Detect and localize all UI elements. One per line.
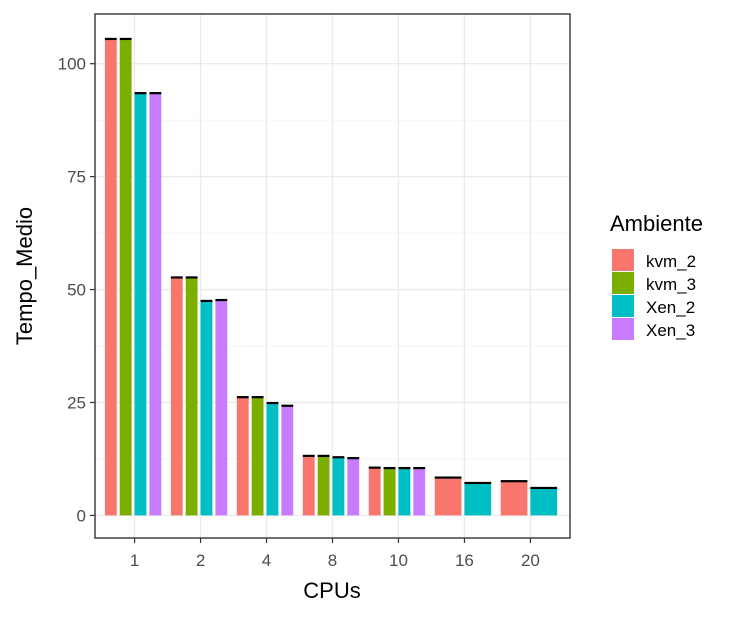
bar-cap-kvm_2-16 [434,476,462,479]
bar-kvm_2-10 [368,467,381,516]
bar-cap-kvm_2-20 [500,480,528,483]
bar-cap-Xen_3-1 [149,92,162,95]
bar-kvm_3-1 [119,38,132,516]
bar-cap-kvm_3-10 [383,466,396,470]
bar-Xen_3-2 [215,299,228,516]
x-tick-label: 8 [328,551,337,570]
legend-key-Xen_3 [612,318,634,340]
bar-cap-Xen_3-4 [281,404,294,407]
bar-cap-Xen_2-1 [134,92,147,95]
legend-label-kvm_3: kvm_3 [646,275,696,294]
bar-kvm_2-8 [302,455,315,516]
bar-cap-kvm_3-2 [185,276,198,279]
bar-kvm_2-20 [500,481,528,516]
y-tick-label: 75 [67,168,86,187]
bar-Xen_2-20 [530,487,558,516]
y-tick-label: 0 [77,506,86,525]
x-tick-label: 1 [130,551,139,570]
bar-kvm_2-4 [236,397,249,516]
bar-cap-kvm_2-1 [104,37,117,41]
legend-title: Ambiente [610,211,703,236]
y-tick-label: 100 [58,55,86,74]
bar-Xen_2-10 [398,467,411,516]
bar-Xen_2-16 [464,482,492,516]
y-tick-label: 50 [67,281,86,300]
bars [104,37,558,516]
bar-cap-Xen_2-2 [200,299,213,303]
bar-kvm_2-16 [434,477,462,516]
bar-kvm_3-2 [185,277,198,516]
bar-Xen_3-4 [281,405,294,516]
bar-cap-Xen_3-2 [215,298,228,302]
bar-cap-Xen_2-20 [530,486,558,490]
bar-kvm_3-4 [251,397,264,516]
y-tick-label: 25 [67,393,86,412]
x-tick-label: 4 [262,551,271,570]
legend-key-kvm_3 [612,272,634,294]
bar-cap-Xen_3-10 [413,466,426,470]
bar-kvm_2-1 [104,38,117,516]
x-tick-label: 20 [521,551,540,570]
legend-label-Xen_3: Xen_3 [646,321,695,340]
bar-cap-kvm_2-2 [170,276,183,279]
y-axis-title: Tempo_Medio [12,207,37,345]
x-tick-label: 16 [455,551,474,570]
x-tick-label: 10 [389,551,408,570]
x-tick-label: 2 [196,551,205,570]
bar-kvm_2-2 [170,277,183,516]
bar-kvm_3-10 [383,467,396,516]
bar-Xen_2-1 [134,93,147,516]
bar-Xen_3-8 [347,458,360,516]
bar-Xen_2-4 [266,402,279,516]
x-axis-title: CPUs [303,578,360,603]
bar-kvm_3-8 [317,455,330,516]
bar-Xen_3-1 [149,93,162,516]
legend-label-Xen_2: Xen_2 [646,298,695,317]
bar-Xen_2-2 [200,300,213,516]
bar-cap-kvm_3-8 [317,454,330,457]
bar-cap-kvm_2-8 [302,454,315,457]
bar-cap-Xen_3-8 [347,457,360,460]
bar-cap-kvm_3-4 [251,396,264,399]
axes: 0 25 50 75 100 1 2 4 8 10 16 20 [58,55,540,570]
bar-cap-Xen_2-8 [332,456,345,459]
bar-cap-kvm_2-10 [368,466,381,469]
legend-label-kvm_2: kvm_2 [646,252,696,271]
bar-cap-kvm_2-4 [236,396,249,399]
legend: Ambiente kvm_2 kvm_3 Xen_2 Xen_3 [610,211,703,340]
bar-cap-Xen_2-16 [464,481,492,485]
bar-Xen_2-8 [332,457,345,516]
legend-key-kvm_2 [612,249,634,271]
bar-cap-kvm_3-1 [119,37,132,41]
legend-key-Xen_2 [612,295,634,317]
bar-Xen_3-10 [413,467,426,516]
bar-cap-Xen_2-10 [398,466,411,470]
bar-cap-Xen_2-4 [266,401,279,405]
